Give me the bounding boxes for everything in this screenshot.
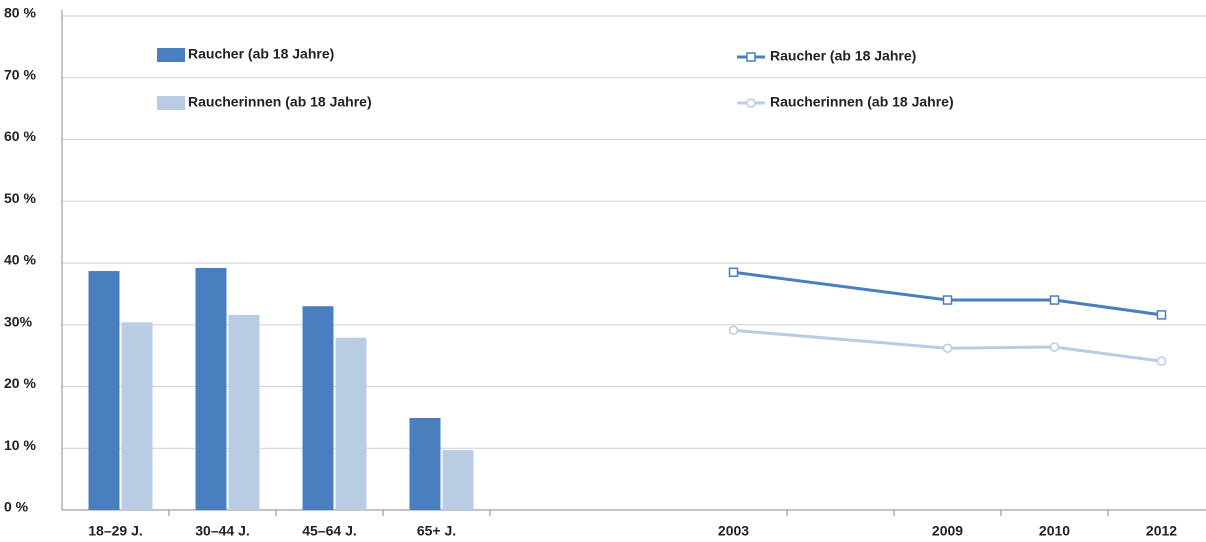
y-tick-label: 80 % <box>4 5 36 21</box>
marker <box>942 295 953 305</box>
y-tick-label: 40 % <box>4 252 36 268</box>
bar <box>228 314 260 510</box>
marker <box>1049 342 1060 352</box>
marker <box>728 325 739 336</box>
legend-label: Raucherinnen (ab 18 Jahre) <box>188 94 372 110</box>
bar <box>335 337 367 510</box>
legend-swatch <box>157 48 185 62</box>
y-tick-label: 10 % <box>4 437 36 453</box>
legend-marker <box>746 98 756 108</box>
x-tick-label: 18–29 J. <box>88 523 143 539</box>
bar <box>302 306 334 510</box>
legend-swatch <box>157 96 185 110</box>
y-tick-label: 60 % <box>4 128 36 144</box>
legend-marker <box>746 52 756 62</box>
bar <box>88 271 120 510</box>
legend-label: Raucherinnen (ab 18 Jahre) <box>770 94 954 110</box>
marker <box>942 343 953 353</box>
x-tick-label: 2012 <box>1146 523 1177 539</box>
y-tick-label: 70 % <box>4 66 36 82</box>
legend-label: Raucher (ab 18 Jahre) <box>770 48 916 64</box>
bar <box>121 322 153 510</box>
y-tick-label: 50 % <box>4 190 36 206</box>
marker <box>1156 356 1167 366</box>
x-tick-label: 2003 <box>718 523 749 539</box>
y-tick-label: 0 % <box>4 499 29 515</box>
line <box>733 328 1162 363</box>
bar <box>442 450 474 510</box>
legend-label: Raucher (ab 18 Jahre) <box>188 46 334 62</box>
x-tick-label: 45–64 J. <box>302 523 357 539</box>
x-tick-label: 2010 <box>1039 523 1070 539</box>
marker <box>728 267 739 278</box>
marker <box>1049 295 1060 305</box>
y-tick-label: 20 % <box>4 375 36 391</box>
bar <box>409 417 441 510</box>
marker <box>1156 310 1167 320</box>
line <box>733 270 1162 317</box>
x-tick-label: 65+ J. <box>417 523 456 539</box>
x-tick-label: 2009 <box>932 523 963 539</box>
bar <box>195 267 227 510</box>
y-tick-label: 30% <box>4 313 33 329</box>
x-tick-label: 30–44 J. <box>195 523 250 539</box>
